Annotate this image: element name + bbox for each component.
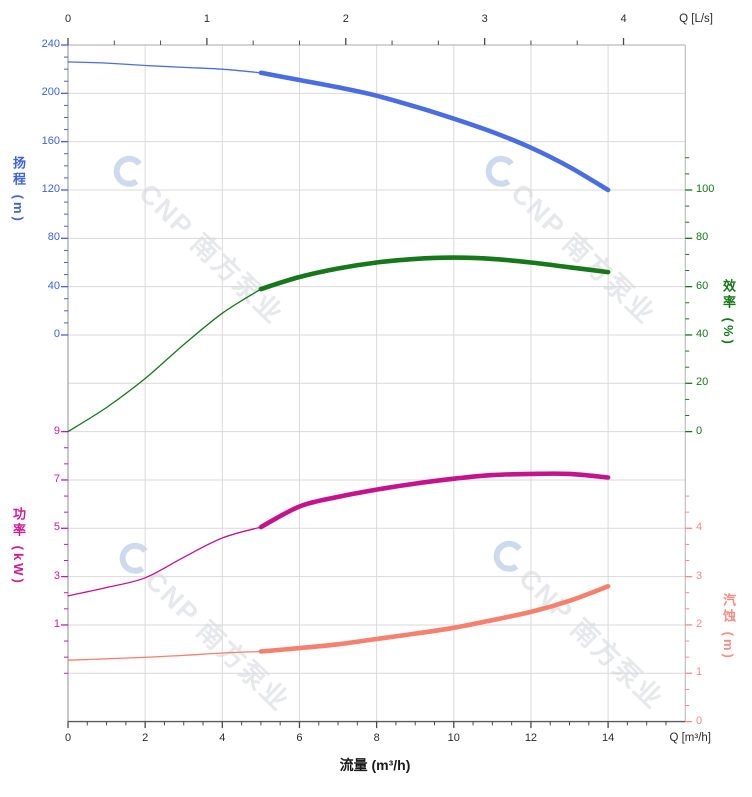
bottom-axis-unit-label: Q [m³/h] [669,732,711,744]
power-axis-title: 功率 (kW) [11,507,26,586]
head-axis-title: 扬程 (m) [11,156,26,224]
npsh-curve-thin [67,650,262,661]
efficiency-axis-title: 效率 (%) [721,279,736,347]
head-curve-thin [67,61,262,74]
power-curve [258,471,611,530]
npsh-axis-title: 汽蚀 (m) [721,593,736,661]
head-curve [258,70,611,193]
power-curve-thin [67,526,262,597]
eff-curve [258,255,611,292]
eff-curve-thin [67,288,262,433]
npsh-curve [258,584,611,654]
x-axis-title: 流量 (m³/h) [339,757,411,773]
top-axis-unit-label: Q [L/s] [679,13,713,25]
